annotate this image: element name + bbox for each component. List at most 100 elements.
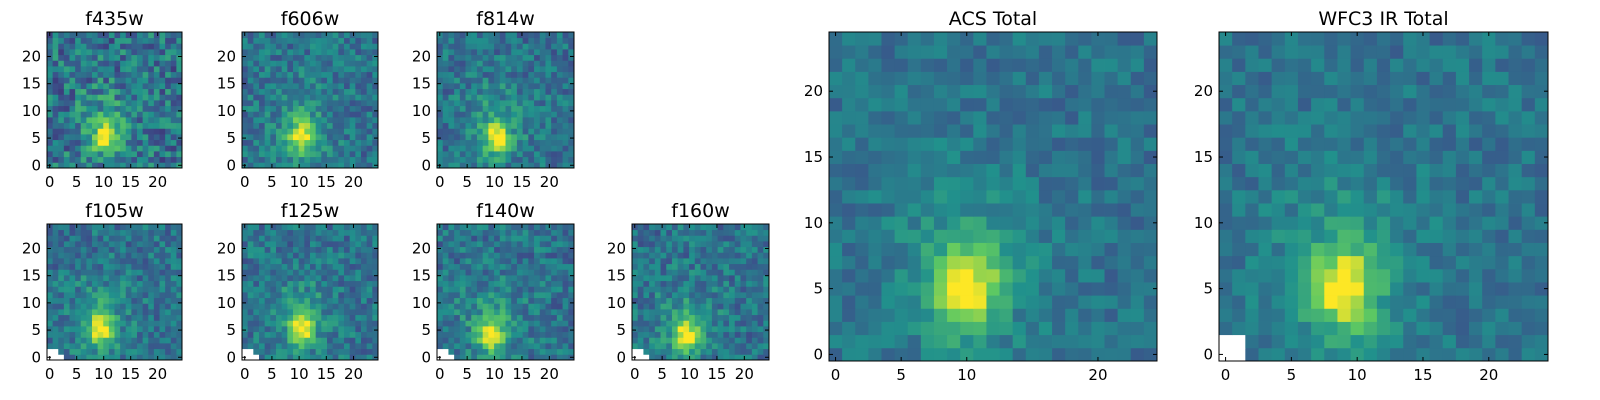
heatmap-cell	[1012, 334, 1027, 349]
heatmap-cell	[281, 235, 288, 242]
heatmap-cell	[471, 117, 478, 124]
heatmap-cell	[287, 145, 294, 152]
heatmap-cell	[338, 49, 345, 56]
heatmap-cell	[86, 100, 93, 107]
heatmap-cell	[711, 241, 719, 248]
heatmap-cell	[829, 268, 843, 283]
heatmap-cell	[142, 60, 149, 67]
heatmap-cell	[947, 32, 961, 46]
heatmap-cell	[556, 88, 563, 95]
heatmap-cell	[259, 32, 266, 39]
heatmap-cell	[459, 224, 466, 231]
heatmap-cell	[757, 303, 764, 310]
heatmap-cell	[137, 162, 144, 169]
heatmap-cell	[694, 292, 701, 299]
heatmap-cell	[247, 32, 254, 39]
heatmap-cell	[276, 343, 283, 350]
y-tick-label: 15	[22, 267, 41, 285]
heatmap-cell	[1025, 203, 1040, 217]
heatmap-cell	[1130, 321, 1145, 336]
heatmap-cell	[482, 309, 489, 316]
heatmap-cell	[159, 32, 166, 39]
y-tick-label: 10	[412, 294, 431, 312]
heatmap-cell	[448, 337, 455, 344]
x-tick-label: 5	[72, 173, 82, 191]
heatmap-cell	[293, 275, 300, 282]
heatmap-cell	[372, 111, 379, 118]
heatmap-cell	[516, 71, 524, 78]
heatmap-cell	[159, 100, 166, 107]
heatmap-cell	[437, 66, 444, 73]
heatmap-cell	[176, 297, 183, 304]
heatmap-cell	[494, 314, 501, 321]
heatmap-cell	[556, 83, 563, 90]
heatmap-cell	[471, 134, 478, 141]
heatmap-cell	[1104, 189, 1119, 204]
heatmap-cell	[97, 320, 104, 327]
heatmap-cell	[1442, 347, 1457, 362]
heatmap-cell	[511, 37, 518, 44]
heatmap-cell	[442, 49, 449, 56]
heatmap-cell	[315, 252, 322, 259]
heatmap-cell	[338, 235, 345, 242]
heatmap-cell	[63, 60, 70, 67]
heatmap-cell	[763, 337, 770, 344]
heatmap-cell	[999, 255, 1014, 270]
heatmap-cell	[488, 134, 495, 141]
heatmap-cell	[829, 216, 843, 230]
heatmap-cell	[304, 105, 311, 112]
heatmap-cell	[694, 252, 701, 259]
heatmap-cell	[454, 49, 461, 56]
heatmap-cell	[242, 337, 249, 344]
heatmap-cell	[276, 235, 283, 242]
heatmap-cell	[763, 348, 770, 355]
heatmap-cell	[671, 252, 679, 259]
heatmap-cell	[476, 331, 484, 338]
heatmap-cell	[310, 122, 317, 129]
heatmap-cell	[344, 235, 351, 242]
heatmap-cell	[551, 337, 558, 344]
heatmap-cell	[855, 347, 869, 362]
heatmap-cell	[723, 292, 730, 299]
heatmap-cell	[327, 139, 334, 146]
heatmap-cell	[332, 286, 339, 293]
heatmap-cell	[92, 354, 99, 361]
heatmap-cell	[1078, 268, 1092, 283]
heatmap-cell	[327, 32, 334, 39]
heatmap-cell	[304, 43, 311, 50]
heatmap-cell	[259, 331, 266, 338]
heatmap-cell	[310, 241, 317, 248]
heatmap-cell	[103, 54, 110, 61]
heatmap-cell	[361, 156, 368, 163]
heatmap-cell	[153, 229, 160, 236]
heatmap-cell	[528, 43, 535, 50]
heatmap-cell	[131, 326, 138, 333]
heatmap-cell	[534, 83, 541, 90]
heatmap-cell	[711, 286, 719, 293]
heatmap-cell	[437, 83, 444, 90]
heatmap-cell	[448, 275, 455, 282]
heatmap-cell	[176, 224, 183, 231]
heatmap-cell	[108, 60, 115, 67]
heatmap-cell	[522, 94, 529, 101]
heatmap-cell	[58, 151, 65, 158]
heatmap-cell	[700, 337, 707, 344]
heatmap-cell	[671, 224, 679, 231]
heatmap-cell	[973, 334, 987, 349]
heatmap-cell	[1508, 334, 1523, 349]
heatmap-cell	[298, 354, 305, 361]
heatmap-cell	[332, 94, 339, 101]
heatmap-cell	[58, 343, 65, 350]
heatmap-cell	[933, 32, 948, 46]
heatmap-cell	[671, 275, 679, 282]
heatmap-cell	[476, 43, 484, 50]
heatmap-cell	[361, 331, 368, 338]
heatmap-cell	[476, 94, 484, 101]
heatmap-cell	[522, 139, 529, 146]
heatmap-cell	[1390, 347, 1404, 362]
heatmap-cell	[649, 252, 656, 259]
heatmap-cell	[459, 43, 466, 50]
heatmap-cell	[159, 337, 166, 344]
heatmap-cell	[86, 331, 93, 338]
heatmap-cell	[488, 314, 495, 321]
